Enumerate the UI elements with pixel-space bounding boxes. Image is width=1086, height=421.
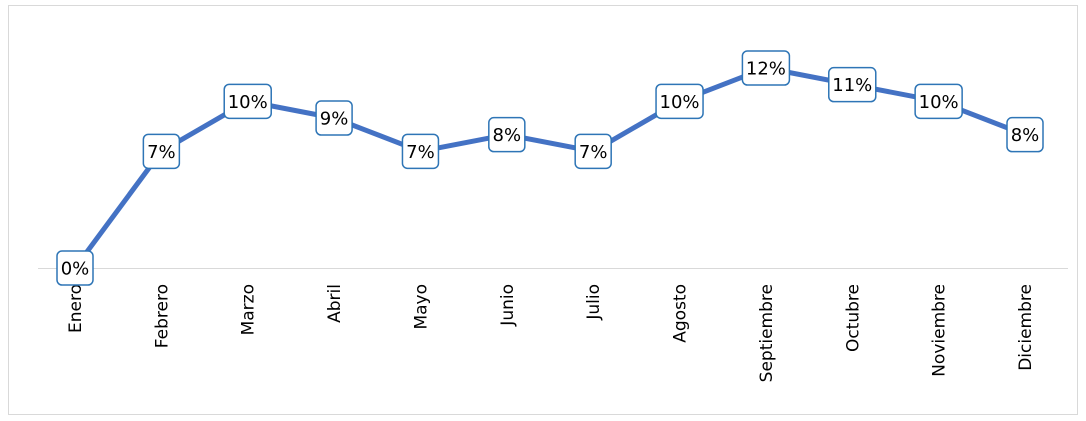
x-tick-label: Mayo — [411, 284, 431, 330]
x-tick-label: Enero — [66, 284, 86, 333]
data-label-box — [488, 116, 526, 153]
x-tick-label: Agosto — [671, 284, 691, 343]
data-label-box — [655, 83, 704, 120]
x-tick-label: Noviembre — [930, 284, 950, 377]
data-label: 10% — [660, 92, 700, 113]
data-label: 12% — [746, 59, 786, 80]
data-label-box — [741, 50, 791, 86]
x-tick-label: Diciembre — [1016, 284, 1036, 371]
x-tick-label: Septiembre — [757, 284, 777, 382]
data-label-box — [56, 250, 94, 286]
data-label: 0% — [61, 259, 90, 280]
data-label-box — [914, 83, 963, 120]
x-tick-label: Abril — [325, 284, 345, 323]
data-label: 7% — [579, 142, 608, 163]
data-label-box — [1006, 116, 1044, 153]
data-label-box — [574, 133, 612, 170]
x-tick-label: Febrero — [152, 284, 172, 348]
data-label-box — [828, 66, 877, 103]
data-label-box — [315, 100, 353, 136]
x-tick-label: Junio — [498, 284, 518, 327]
data-label: 7% — [406, 142, 435, 163]
x-tick-label: Julio — [584, 284, 604, 321]
data-label: 11% — [832, 75, 872, 96]
data-label: 8% — [1011, 125, 1040, 146]
data-label-box — [401, 133, 440, 170]
x-tick-label: Octubre — [843, 284, 863, 352]
chart-frame — [8, 5, 1078, 415]
data-label: 10% — [919, 92, 959, 113]
data-label-box — [142, 133, 181, 170]
data-label: 9% — [320, 109, 349, 130]
data-label: 8% — [493, 125, 522, 146]
data-label: 10% — [228, 92, 268, 113]
data-label-box — [223, 83, 272, 120]
x-tick-label: Marzo — [239, 284, 259, 335]
data-label: 7% — [147, 142, 176, 163]
